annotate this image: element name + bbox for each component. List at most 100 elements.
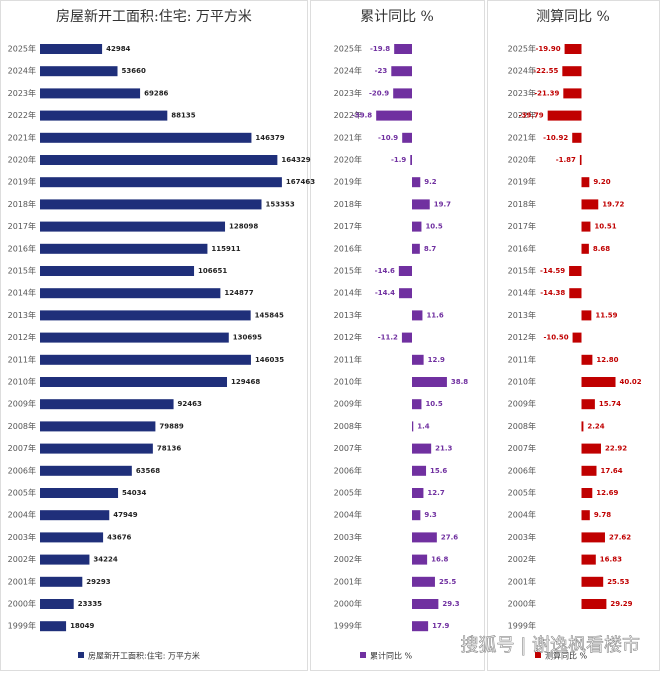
bar (410, 155, 412, 165)
bar (562, 66, 582, 77)
data-label: -19.90 (536, 45, 561, 53)
y-tick-label: 2017年 (508, 221, 536, 231)
y-tick-label: 2011年 (334, 354, 362, 364)
y-tick-label: 1999年 (334, 621, 362, 631)
y-tick-label: 2008年 (8, 421, 36, 431)
data-label: 12.69 (596, 489, 618, 497)
bar (412, 488, 424, 498)
data-label: 2.24 (587, 422, 604, 430)
y-tick-label: 2018年 (8, 199, 36, 209)
y-tick-label: 2005年 (508, 488, 536, 498)
data-label: 167463 (286, 178, 315, 186)
data-label: 11.6 (426, 311, 443, 319)
legend-swatch (360, 652, 366, 658)
data-label: 16.83 (600, 556, 622, 564)
y-tick-label: 2020年 (8, 155, 36, 165)
bar (581, 465, 597, 476)
data-label: 25.53 (607, 578, 629, 586)
data-label: -21.39 (534, 89, 559, 97)
bar (412, 554, 428, 565)
y-tick-label: 2015年 (8, 266, 36, 276)
y-tick-label: 2003年 (8, 532, 36, 542)
data-label: 164329 (281, 156, 310, 164)
data-label: -23 (375, 67, 388, 75)
bar (581, 421, 584, 432)
y-tick-label: 2007年 (508, 443, 536, 453)
bar (40, 266, 195, 276)
bar (40, 310, 251, 321)
y-tick-label: 2014年 (8, 288, 36, 298)
legend-label: 累计同比 % (370, 651, 413, 661)
bar (40, 243, 208, 254)
y-tick-label: 2022年 (8, 110, 36, 120)
legend-swatch (535, 652, 541, 658)
y-tick-label: 2020年 (334, 155, 362, 165)
data-label: -22.55 (533, 67, 558, 75)
bar (569, 266, 582, 276)
y-tick-label: 2004年 (508, 510, 536, 520)
data-label: 106651 (198, 267, 227, 275)
bar (399, 288, 412, 299)
data-label: 19.72 (602, 200, 624, 208)
data-label: -11.2 (378, 334, 398, 342)
bar (581, 243, 589, 254)
bar (40, 177, 282, 188)
data-label: -1.87 (556, 156, 576, 164)
data-label: 78136 (157, 445, 181, 453)
y-tick-label: 2001年 (508, 576, 536, 586)
data-label: 146379 (255, 134, 284, 142)
bar (412, 354, 424, 365)
data-label: -20.9 (369, 89, 389, 97)
y-tick-label: 2012年 (8, 332, 36, 342)
y-tick-label: 2019年 (508, 177, 536, 187)
y-tick-label: 2025年 (8, 44, 36, 54)
bar (402, 132, 412, 143)
panel-border (0, 0, 308, 671)
data-label: 8.68 (593, 245, 610, 253)
legend-label: 房屋新开工面积:住宅: 万平方米 (88, 651, 200, 661)
y-tick-label: 2023年 (508, 88, 536, 98)
bar (581, 576, 604, 587)
data-label: 115911 (211, 245, 240, 253)
bar (40, 377, 228, 387)
y-tick-label: 2010年 (8, 377, 36, 387)
y-tick-label: 2015年 (508, 266, 536, 276)
data-label: 27.6 (441, 533, 458, 541)
bar (564, 44, 582, 54)
bar (40, 221, 226, 232)
data-label: 34224 (93, 556, 117, 564)
y-tick-label: 2016年 (508, 243, 536, 253)
y-tick-label: 2007年 (334, 443, 362, 453)
y-tick-label: 2004年 (334, 510, 362, 520)
legend-swatch (78, 652, 84, 658)
data-label: -14.4 (375, 289, 395, 297)
y-tick-label: 2021年 (334, 132, 362, 142)
data-label: 25.5 (439, 578, 456, 586)
data-label: 1.4 (417, 422, 430, 430)
data-label: 12.9 (428, 356, 445, 364)
bar (412, 243, 420, 254)
bar (393, 88, 412, 99)
data-label: 10.5 (425, 400, 442, 408)
bar (40, 421, 156, 432)
y-tick-label: 2012年 (508, 332, 536, 342)
legend-label: 测算同比 % (545, 651, 588, 661)
y-tick-label: 2016年 (8, 243, 36, 253)
data-label: 146035 (255, 356, 284, 364)
data-label: 129468 (231, 378, 260, 386)
y-tick-label: 2021年 (508, 132, 536, 142)
bar (412, 576, 435, 587)
y-tick-label: 2005年 (8, 488, 36, 498)
bar (40, 510, 110, 521)
bar (376, 110, 412, 121)
y-tick-label: 2006年 (8, 465, 36, 475)
bar (40, 554, 90, 565)
data-label: 92463 (178, 400, 202, 408)
data-label: 15.6 (430, 467, 447, 475)
bar (40, 155, 278, 165)
data-label: -10.50 (544, 334, 569, 342)
chart-title: 测算同比 % (536, 9, 610, 25)
y-tick-label: 2023年 (8, 88, 36, 98)
panel-border (310, 0, 485, 671)
